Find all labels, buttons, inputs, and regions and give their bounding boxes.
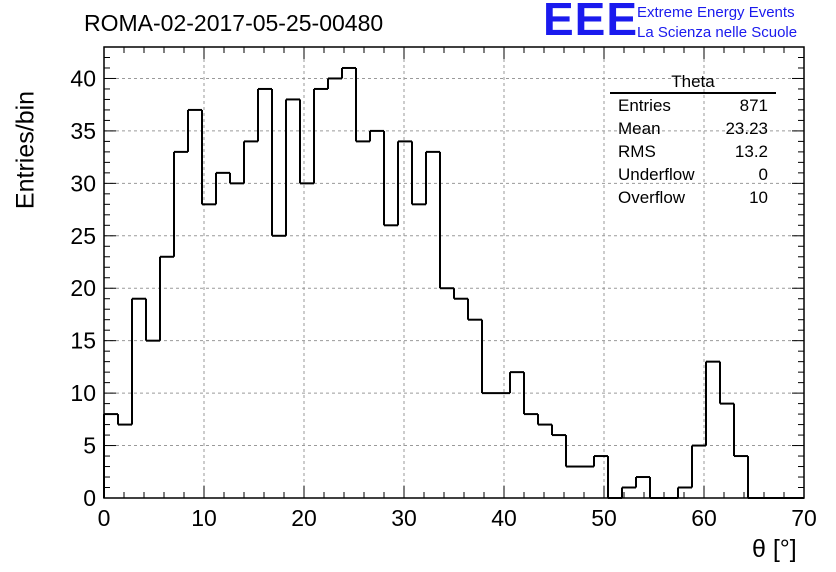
- stats-value: 10: [749, 188, 768, 207]
- stats-row-overflow: Overflow 10: [610, 186, 776, 209]
- x-tick-label: 20: [291, 505, 317, 531]
- x-tick-label: 70: [791, 505, 817, 531]
- y-tick-label: 10: [70, 380, 96, 406]
- logo-line-1: Extreme Energy Events: [637, 4, 795, 21]
- y-tick-label: 25: [70, 223, 96, 249]
- y-tick-label: 5: [83, 433, 96, 459]
- stats-row-entries: Entries 871: [610, 94, 776, 117]
- y-tick-label: 35: [70, 118, 96, 144]
- stats-title: Theta: [610, 71, 776, 94]
- y-tick-label: 15: [70, 328, 96, 354]
- x-tick-label: 50: [591, 505, 617, 531]
- stats-value: 13.2: [734, 142, 768, 161]
- y-tick-label: 40: [70, 65, 96, 91]
- chart-title: ROMA-02-2017-05-25-00480: [84, 10, 384, 36]
- stats-value: 23.23: [725, 119, 768, 138]
- stats-label: RMS: [618, 142, 656, 161]
- logo-line-2: La Scienza nelle Scuole: [637, 24, 798, 41]
- stats-row-rms: RMS 13.2: [610, 140, 776, 163]
- y-tick-label: 0: [83, 485, 96, 511]
- stats-row-underflow: Underflow 0: [610, 163, 776, 186]
- eee-logo: EEE: [543, 0, 639, 45]
- plot-frame: [103, 46, 805, 499]
- stats-row-mean: Mean 23.23: [610, 117, 776, 140]
- x-tick-label: 30: [391, 505, 417, 531]
- y-axis-label-box: Entries/bin: [6, 90, 46, 210]
- stats-label: Mean: [618, 119, 661, 138]
- stats-value: 871: [739, 96, 768, 115]
- stats-value: 0: [758, 165, 768, 184]
- x-tick-label: 10: [191, 505, 217, 531]
- y-tick-label: 20: [70, 275, 96, 301]
- y-tick-label: 30: [70, 170, 96, 196]
- x-tick-label: 0: [98, 505, 111, 531]
- stats-label: Overflow: [618, 188, 686, 207]
- stats-label: Entries: [618, 96, 671, 115]
- stats-label: Underflow: [618, 165, 695, 184]
- stats-box: Theta Entries 871 Mean 23.23 RMS 13.2 Un…: [610, 71, 776, 209]
- x-axis-label: θ [°]: [752, 535, 797, 563]
- y-axis-label: Entries/bin: [11, 90, 40, 210]
- x-tick-label: 60: [691, 505, 717, 531]
- x-tick-label: 40: [491, 505, 517, 531]
